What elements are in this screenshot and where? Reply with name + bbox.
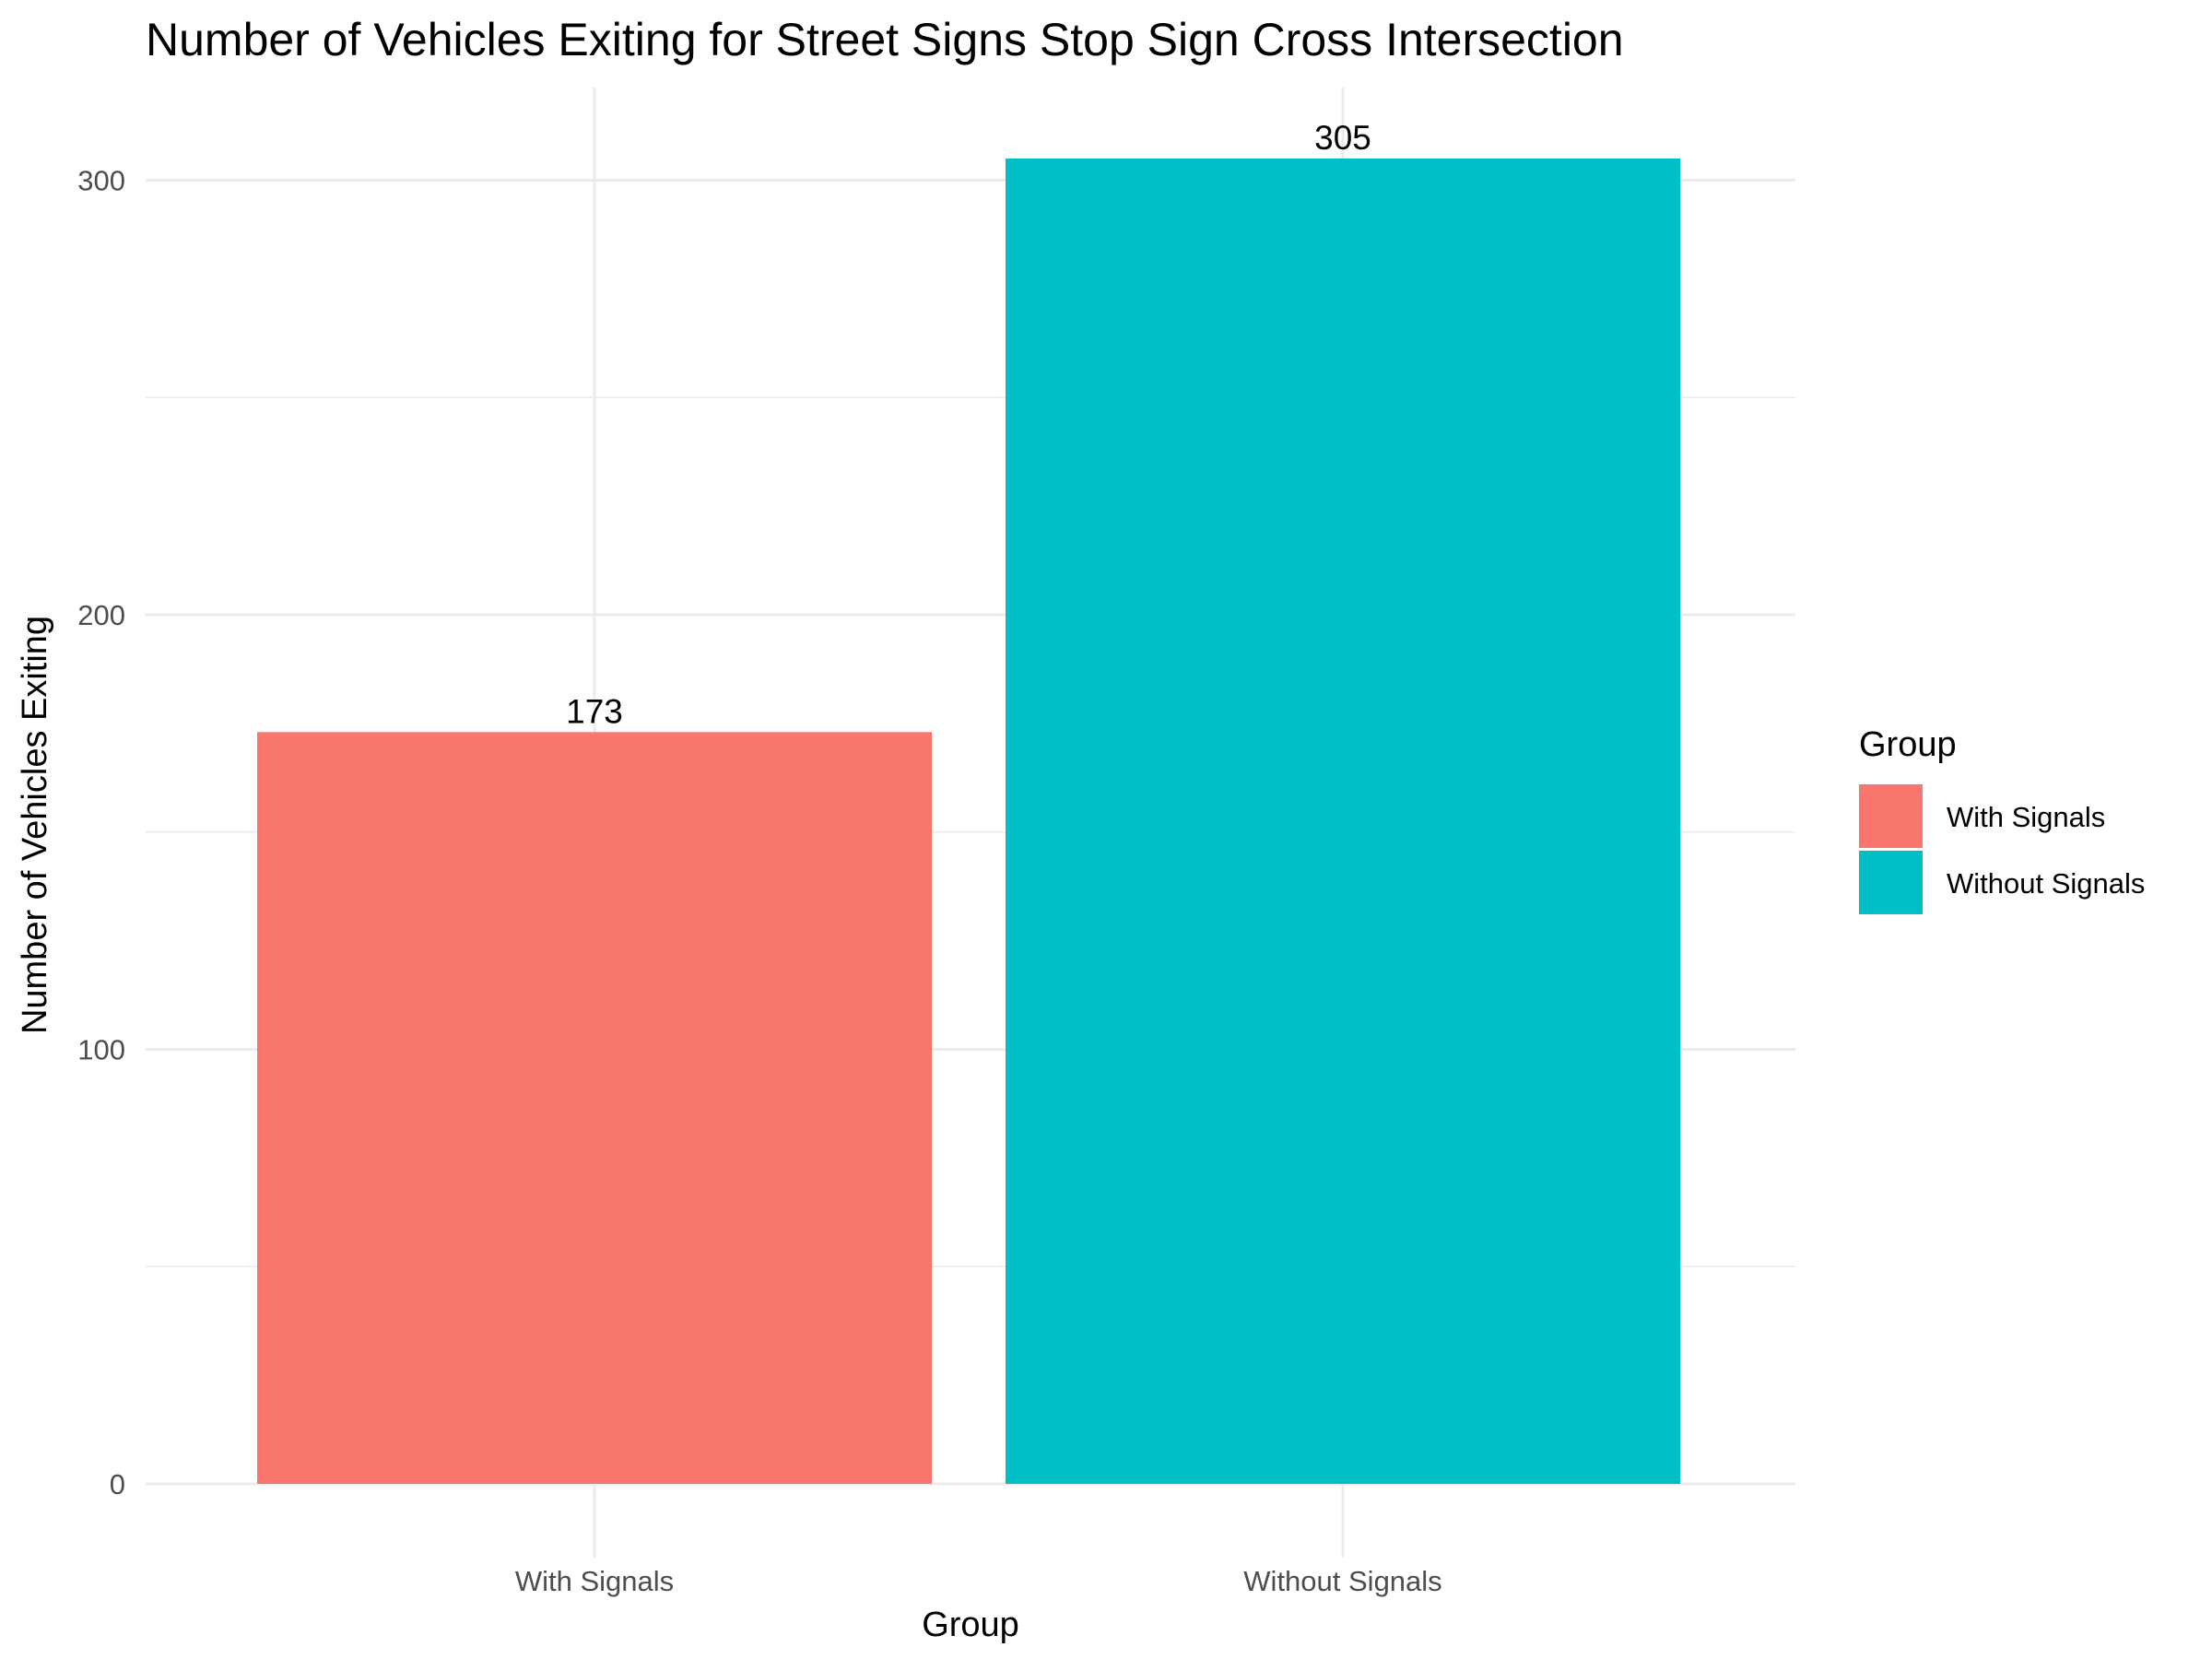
legend-swatch [1859, 784, 1923, 848]
data-label: 305 [1314, 119, 1371, 157]
bar-without-signals [1006, 158, 1680, 1484]
y-axis-ticks: 0 100 200 300 [77, 165, 125, 1501]
y-tick-label: 0 [110, 1468, 125, 1500]
y-tick-label: 100 [77, 1034, 125, 1066]
bar-with-signals [257, 732, 932, 1484]
legend-label: Without Signals [1947, 867, 2145, 900]
legend-label: With Signals [1947, 801, 2105, 833]
legend-title: Group [1859, 725, 1957, 764]
legend-swatch [1859, 851, 1923, 914]
chart-title: Number of Vehicles Exiting for Street Si… [146, 14, 1624, 65]
x-tick-label: With Signals [515, 1565, 674, 1597]
bars [257, 158, 1680, 1484]
x-axis-title: Group [922, 1606, 1019, 1644]
y-tick-label: 200 [77, 599, 125, 631]
data-labels: 173 305 [566, 119, 1371, 730]
y-tick-label: 300 [77, 165, 125, 197]
x-axis-ticks: With Signals Without Signals [515, 1565, 1442, 1597]
y-axis-title: Number of Vehicles Exiting [16, 616, 54, 1034]
x-tick-label: Without Signals [1243, 1565, 1441, 1597]
legend: Group With Signals Without Signals [1859, 725, 2145, 914]
data-label: 173 [566, 692, 623, 730]
